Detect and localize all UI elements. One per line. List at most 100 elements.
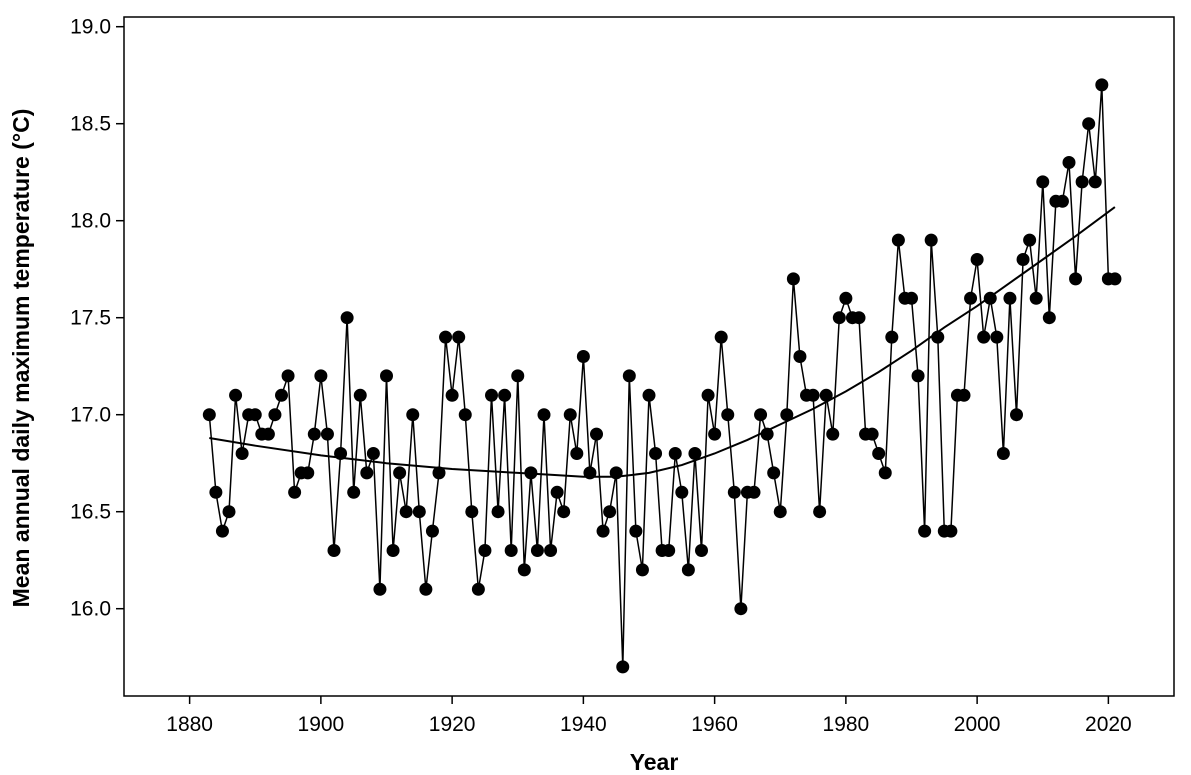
data-point [452,330,466,344]
data-point [1062,156,1076,169]
data-point [918,524,932,538]
data-point [307,427,321,441]
data-point [839,291,853,305]
data-point [439,330,453,344]
data-point [1016,253,1030,266]
data-point [1036,175,1050,189]
data-point [1069,272,1083,286]
data-point [596,524,610,538]
data-point [1010,408,1023,422]
y-axis-ticks: 16.0 16.5 17.0 17.5 18.0 18.5 19.0 [70,16,124,621]
data-point [747,485,761,499]
data-point [215,524,229,538]
x-tick-label: 1880 [166,713,213,736]
data-point [773,505,787,519]
data-point [1003,291,1017,305]
data-point [471,582,485,596]
data-point [681,563,695,577]
data-point [550,485,564,499]
data-point [1082,117,1096,131]
data-point [248,408,262,422]
y-tick-label: 16.5 [70,501,111,524]
data-point [990,330,1004,344]
observed-points [202,78,1122,674]
data-point [786,272,800,286]
data-point [366,447,380,460]
data-point [537,408,551,422]
data-point [380,369,393,383]
data-point [905,291,918,305]
trend-line [209,206,1116,478]
data-point [721,408,735,422]
data-point [616,660,630,674]
data-point [340,311,354,325]
x-axis-title: Year [630,749,679,775]
data-point [1108,272,1122,286]
data-point [504,544,518,557]
data-point [622,369,636,383]
data-point [754,408,768,422]
data-point [891,233,905,247]
x-tick-label: 1940 [560,713,607,736]
data-point [970,253,984,266]
data-point [852,311,866,325]
data-point [872,447,886,460]
data-point [563,408,577,422]
data-point [498,388,512,402]
data-point [557,505,571,519]
data-point [714,330,728,344]
data-point [780,408,794,422]
data-point [819,388,833,402]
data-point [635,563,649,577]
data-point [327,544,341,557]
data-point [1023,233,1037,247]
x-tick-label: 1960 [691,713,738,736]
data-point [544,544,558,557]
data-point [964,291,978,305]
data-point [1029,291,1043,305]
data-point [924,233,938,247]
data-point [320,427,334,441]
x-tick-label: 2020 [1085,713,1132,736]
data-point [865,427,879,441]
data-point [268,408,282,422]
data-point [760,427,774,441]
data-point [695,544,708,557]
x-tick-label: 1980 [823,713,870,736]
data-point [832,311,846,325]
data-point [353,388,367,402]
data-point [662,544,676,557]
data-point [399,505,413,519]
data-point [911,369,925,383]
data-point [583,466,597,480]
data-point [360,466,374,480]
data-point [275,388,288,402]
data-point [209,485,223,499]
data-point [878,466,892,480]
x-tick-label: 1920 [429,713,476,736]
data-point [281,369,295,383]
data-point [491,505,505,519]
data-point [944,524,958,538]
data-point [229,388,243,402]
data-point [373,582,387,596]
data-point [314,369,328,383]
data-point [412,505,426,519]
data-point [465,505,479,519]
y-tick-label: 17.5 [70,307,111,330]
data-point [688,447,702,460]
data-point [649,447,663,460]
data-point [485,388,498,402]
data-point [425,524,439,538]
data-point [1042,311,1056,325]
data-point [393,466,407,480]
data-point [885,330,899,344]
data-point [517,563,531,577]
data-point [727,485,741,499]
y-axis-title: Mean annual daily maximum temperature (°… [8,109,34,608]
data-point [261,427,275,441]
data-point [511,369,525,383]
x-tick-label: 2000 [954,713,1001,736]
data-point [675,485,689,499]
data-point [478,544,492,557]
